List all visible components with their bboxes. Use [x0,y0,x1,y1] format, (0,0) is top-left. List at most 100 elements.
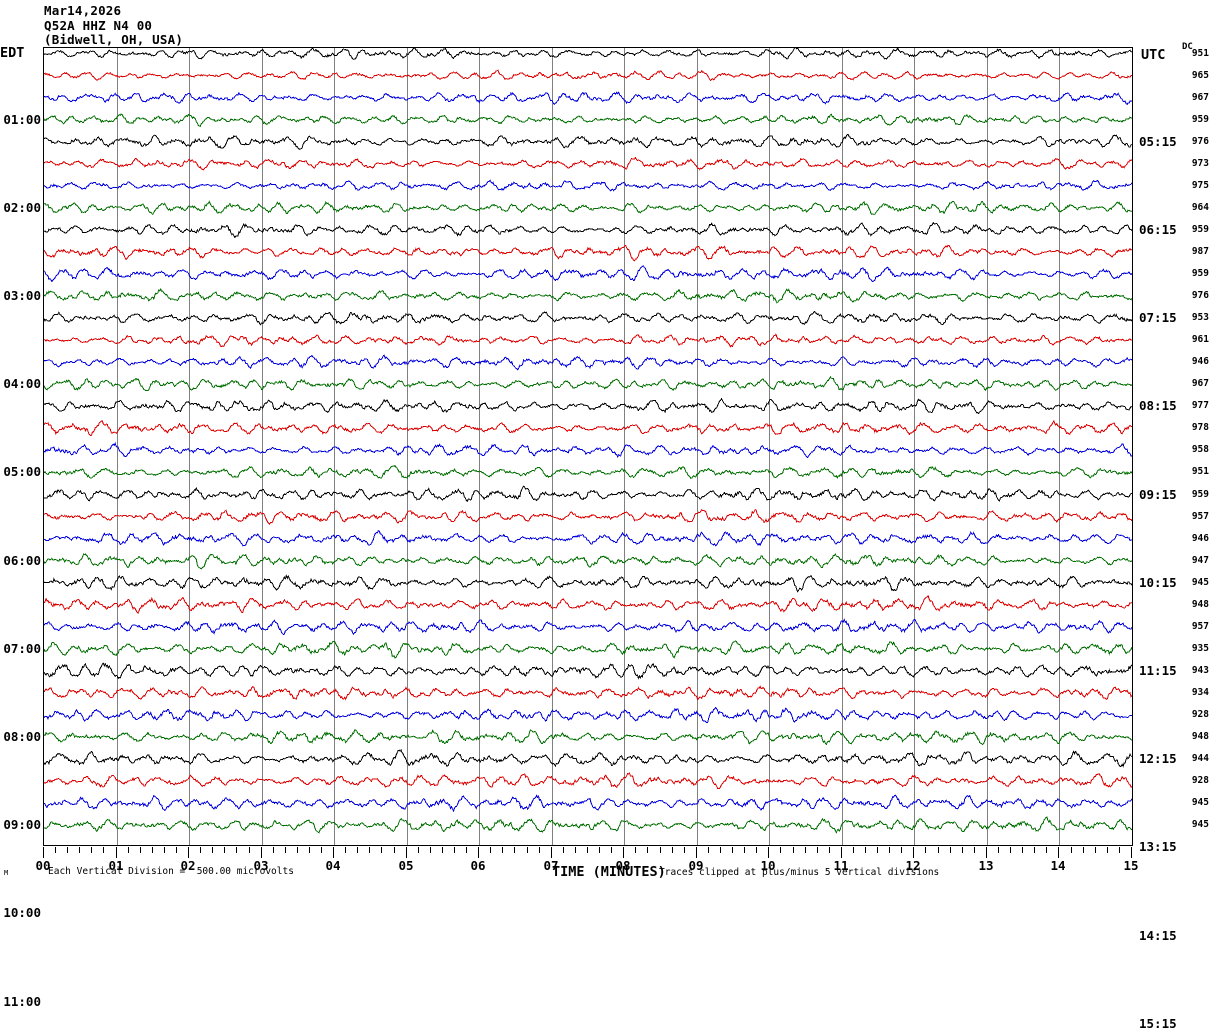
seismic-trace [44,485,1132,502]
dc-value: 957 [1191,510,1209,522]
seismic-trace [44,91,1132,106]
seismic-trace [44,265,1132,283]
footer-clip-note: Traces clipped at plus/minus 5 vertical … [659,867,940,878]
left-hour-label: 02:00 [3,199,41,215]
dc-value: 946 [1191,356,1209,368]
x-tick-label: 10 [760,858,776,873]
left-hour-label: 06:00 [3,552,41,568]
dc-value: 945 [1191,576,1209,588]
dc-value: 967 [1191,378,1209,390]
seismic-trace [44,442,1132,459]
dc-value: 965 [1191,69,1209,81]
x-tick-label: 11 [833,858,849,873]
dc-value: 957 [1191,620,1209,632]
left-hour-label: 08:00 [3,729,41,745]
seismic-trace [44,221,1132,239]
right-hour-label: 09:15 [1139,486,1177,502]
left-timezone-label: EDT [0,45,25,61]
helicorder-plot-area[interactable] [43,47,1133,846]
left-hour-label: 07:00 [3,640,41,656]
header-location: (Bidwell, OH, USA) [44,32,184,48]
dc-value: 977 [1191,400,1209,412]
dc-column-header: DC [1182,42,1193,52]
x-tick-label: 13 [978,858,994,873]
dc-value: 987 [1191,245,1209,257]
seismic-trace [44,640,1132,659]
seismic-trace [44,354,1132,371]
x-tick-label: 15 [1123,858,1139,873]
x-tick-label: 08 [615,858,631,873]
dc-value: 945 [1191,819,1209,831]
x-tick-label: 14 [1050,858,1066,873]
right-hour-label: 15:15 [1139,1015,1177,1031]
right-hour-label: 14:15 [1139,927,1177,943]
seismic-trace [44,333,1132,348]
x-tick-label: 00 [35,858,51,873]
seismic-trace [44,397,1132,415]
dc-value: 944 [1191,753,1209,765]
helicorder-page: Mar14,2026 Q52A HHZ N4 00 (Bidwell, OH, … [0,3,1209,1030]
seismic-trace [44,200,1132,215]
left-hour-label: 09:00 [3,817,41,833]
x-tick-label: 07 [543,858,559,873]
left-hour-label: 01:00 [3,111,41,127]
seismic-trace [44,794,1132,813]
dc-value: 951 [1191,47,1209,59]
seismic-trace [44,375,1132,392]
left-hour-label: 04:00 [3,376,41,392]
dc-value: 943 [1191,664,1209,676]
x-tick-label: 12 [905,858,921,873]
seismic-trace [44,179,1132,192]
dc-value: 945 [1191,797,1209,809]
dc-value: 959 [1191,113,1209,125]
footer-vertical-division: Each Vertical Division = 500.00 microvol… [48,866,294,877]
dc-value: 978 [1191,422,1209,434]
dc-value: 959 [1191,268,1209,279]
seismic-trace [44,133,1132,150]
x-tick-label: 01 [108,858,124,873]
right-timezone-label: UTC [1141,47,1166,63]
left-hour-label: 05:00 [3,464,41,480]
dc-value: 948 [1191,731,1209,743]
x-tick-label: 03 [253,858,269,873]
x-axis-ticks [43,846,1134,860]
footer-mini-mark: M [4,869,9,877]
x-tick-label: 05 [398,858,414,873]
left-hour-label: 03:00 [3,288,41,304]
right-hour-label: 11:15 [1139,662,1177,678]
dc-value: 959 [1191,488,1209,500]
right-hour-label: 13:15 [1139,839,1177,855]
dc-value: 951 [1191,466,1209,478]
dc-value: 959 [1191,223,1209,235]
dc-value: 934 [1191,686,1209,698]
seismic-trace [44,729,1132,746]
dc-value: 947 [1191,554,1209,566]
seismic-trace [44,244,1132,262]
seismic-trace [44,156,1132,171]
seismic-trace [44,706,1132,724]
dc-value: 935 [1191,642,1209,654]
seismic-trace [44,48,1132,60]
seismic-trace [44,310,1132,326]
dc-value: 975 [1191,179,1209,191]
dc-value: 961 [1191,334,1209,346]
header-date: Mar14,2026 [44,3,122,18]
x-tick-label: 09 [688,858,704,873]
seismic-trace [44,508,1132,526]
right-hour-label: 07:15 [1139,310,1177,326]
seismic-trace [44,288,1132,304]
dc-value: 973 [1191,157,1209,169]
right-hour-label: 12:15 [1139,751,1177,767]
dc-value: 967 [1191,91,1209,103]
seismic-trace [44,530,1132,547]
x-tick-label: 02 [180,858,196,873]
x-axis-title: TIME (MINUTES) [552,864,666,880]
seismic-trace [44,816,1132,834]
seismic-trace [44,772,1132,790]
seismic-trace [44,574,1132,593]
right-hour-label: 08:15 [1139,398,1177,414]
right-hour-label: 10:15 [1139,574,1177,590]
dc-value: 948 [1191,598,1209,610]
x-tick-label: 04 [325,858,341,873]
seismic-trace [44,553,1132,570]
